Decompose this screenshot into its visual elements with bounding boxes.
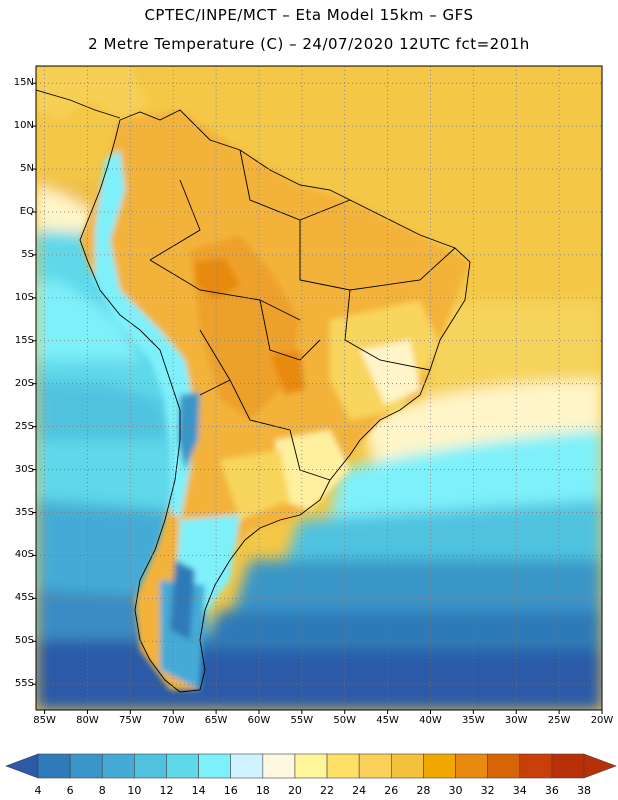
andes-south-cold (170, 560, 195, 640)
lat-label: 5S (21, 248, 34, 260)
lat-label: EQ (19, 205, 34, 217)
title-line-2: 2 Metre Temperature (C) – 24/07/2020 12U… (88, 35, 530, 53)
colorbar-swatch (230, 753, 264, 779)
lon-label: 30W (504, 715, 528, 726)
colorbar-swatch (198, 753, 232, 779)
lon-label: 65W (204, 715, 228, 726)
colorbar (5, 753, 617, 779)
lat-label: 5N (20, 163, 34, 175)
lat-label: 25S (14, 420, 34, 432)
colorbar-swatch (326, 753, 360, 779)
lon-label: 80W (76, 715, 99, 726)
lat-label: 55S (14, 678, 34, 690)
pampas-zone (220, 450, 290, 520)
colorbar-label: 14 (191, 784, 206, 797)
lat-label: 45S (14, 592, 34, 604)
lon-label: 40W (419, 715, 442, 726)
colorbar-swatch (551, 753, 585, 779)
colorbar-swatch (455, 753, 488, 779)
colorbar-label: 20 (287, 784, 302, 797)
amazon-hot-core (195, 258, 240, 300)
colorbar-label: 12 (159, 784, 174, 797)
southern-brazil-zone (275, 430, 350, 510)
lon-label: 45W (376, 715, 399, 726)
colorbar-label: 36 (544, 784, 559, 797)
colorbar-swatch (519, 753, 553, 779)
atlantic-light-band (330, 430, 602, 520)
lat-label: 35S (14, 506, 34, 518)
map-frame (35, 65, 603, 711)
lat-label: 50S (14, 635, 34, 647)
colorbar-label: 30 (448, 784, 463, 797)
colorbar-label: 22 (320, 784, 335, 797)
coastlines-and-borders (36, 89, 471, 693)
atlantic-mid-band (230, 560, 602, 620)
pacific-mid-band (36, 380, 170, 440)
colorbar-swatch (390, 753, 424, 779)
lat-label: 15S (14, 334, 34, 346)
axis-ticks (32, 82, 603, 714)
lat-label: 20S (14, 377, 34, 389)
colorbar-label: 6 (66, 784, 74, 797)
lon-label: 25W (547, 715, 571, 726)
central-america-zone (36, 66, 150, 120)
altiplano-cold (178, 392, 200, 470)
lon-label: 70W (161, 715, 185, 726)
colorbar-label: 32 (480, 784, 495, 797)
lon-label: 20W (590, 715, 614, 726)
colorbar-label: 38 (577, 784, 591, 797)
colorbar-label: 24 (352, 784, 367, 797)
colorbar-swatch (487, 753, 521, 779)
colorbar-swatch (134, 753, 167, 779)
colorbar-label: 26 (384, 784, 399, 797)
atlantic-cyan-band (280, 500, 602, 575)
colorbar-label: 18 (255, 784, 270, 797)
lat-label: 40S (14, 549, 34, 561)
lat-label: 10S (14, 291, 34, 303)
colorbar-swatch (423, 753, 456, 779)
colorbar-swatch (294, 753, 328, 779)
colorbar-swatch (358, 753, 392, 779)
colorbar-swatch (101, 753, 135, 779)
temperature-field (36, 66, 602, 710)
colorbar-label: 4 (34, 784, 42, 797)
lon-label: 75W (119, 715, 142, 726)
colorbar-max-arrow (583, 753, 617, 779)
colorbar-swatch (166, 753, 199, 779)
atlantic-deep-band (200, 610, 602, 650)
colorbar-label: 16 (223, 784, 238, 797)
colorbar-min-arrow (5, 753, 39, 779)
colorbar-label: 10 (127, 784, 142, 797)
colorbar-swatch (69, 753, 103, 779)
lat-label: 10N (13, 120, 34, 132)
pacific-light-band (36, 280, 140, 360)
lon-label: 50W (333, 715, 357, 726)
colorbar-swatch (262, 753, 296, 779)
highlands-pale (360, 340, 420, 405)
graticule (36, 66, 602, 710)
colorbar-label: 34 (512, 784, 527, 797)
lon-label: 35W (462, 715, 485, 726)
lat-label: 30S (14, 463, 34, 475)
colorbar-label: 28 (416, 784, 431, 797)
colorbar-swatch (37, 753, 71, 779)
colorbar-label: 8 (98, 784, 106, 797)
southern-ocean-band (36, 640, 602, 710)
title-line-1: CPTEC/INPE/MCT – Eta Model 15km – GFS (144, 6, 474, 24)
lat-label: 15N (13, 77, 34, 89)
lon-label: 60W (247, 715, 271, 726)
lon-label: 55W (290, 715, 314, 726)
lon-label: 85W (33, 715, 56, 726)
